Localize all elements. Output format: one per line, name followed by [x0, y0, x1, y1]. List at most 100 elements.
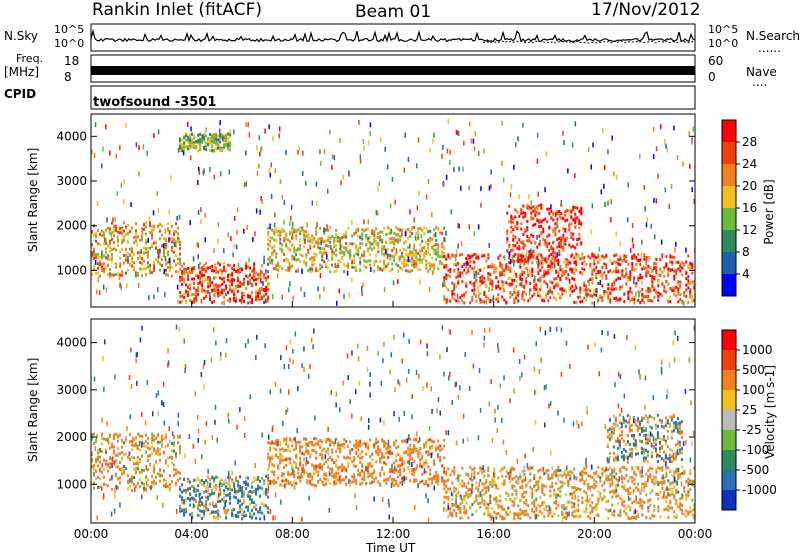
power-cell: [659, 293, 661, 296]
power-cell: [645, 295, 647, 298]
power-cell: [245, 287, 247, 290]
power-cell: [361, 242, 363, 245]
velocity-cell: [273, 473, 275, 476]
power-cell: [541, 275, 543, 278]
power-cell: [369, 259, 371, 262]
power-cell: [431, 264, 433, 267]
velocity-cell: [425, 462, 427, 465]
power-cell: [405, 253, 407, 256]
velocity-cell: [411, 473, 413, 476]
velocity-cell: [443, 467, 445, 470]
velocity-cell: [377, 480, 379, 483]
power-cell: [225, 134, 227, 137]
power-cell: [121, 241, 123, 244]
power-cell: [119, 275, 121, 280]
power-cell: [455, 276, 457, 279]
power-cell: [137, 235, 139, 238]
power-cell: [615, 261, 617, 264]
power-cell: [255, 295, 257, 300]
power-cell: [115, 273, 117, 276]
power-cell: [527, 299, 529, 302]
power-cell: [516, 227, 518, 230]
velocity-cell: [223, 492, 225, 495]
power-cell: [117, 191, 119, 196]
power-cell: [673, 275, 675, 278]
power-cell: [570, 255, 572, 258]
power-cell: [523, 285, 525, 288]
velocity-cell: [157, 453, 159, 456]
power-cell: [556, 238, 558, 241]
power-cell: [173, 259, 175, 262]
power-cell: [549, 296, 551, 299]
power-cell: [489, 243, 491, 248]
power-cell: [167, 228, 169, 231]
power-cell: [209, 281, 211, 284]
power-cell: [503, 273, 505, 276]
power-cell: [358, 120, 360, 125]
velocity-cell: [213, 477, 215, 480]
power-cell: [575, 255, 577, 258]
power-cell: [267, 238, 269, 241]
velocity-cell: [233, 495, 235, 498]
power-cell: [267, 234, 269, 237]
power-cell: [432, 138, 434, 143]
power-cell: [279, 133, 281, 138]
velocity-cell: [147, 468, 149, 471]
velocity-cell: [237, 484, 239, 487]
power-cell: [269, 236, 271, 239]
power-cell: [137, 272, 139, 275]
power-cell: [540, 231, 542, 234]
velocity-cell: [281, 475, 283, 478]
velocity-cell: [267, 511, 269, 514]
power-cell: [510, 221, 512, 224]
velocity-cell: [353, 444, 355, 447]
velocity-cell: [175, 483, 177, 486]
power-cell: [609, 292, 611, 295]
power-cell: [207, 267, 209, 270]
power-cell: [546, 152, 548, 157]
power-cell: [103, 285, 105, 290]
velocity-cell: [523, 470, 525, 473]
velocity-cell: [365, 453, 367, 456]
power-cell: [151, 243, 153, 246]
power-cell: [149, 271, 151, 274]
velocity-cell: [345, 457, 347, 460]
velocity-cell: [209, 503, 211, 506]
velocity-cell: [267, 453, 269, 456]
power-cell: [513, 287, 515, 290]
power-cell: [325, 264, 327, 267]
power-cell: [99, 243, 101, 246]
velocity-cell: [519, 477, 521, 480]
power-cell: [321, 255, 323, 258]
power-cell: [235, 270, 237, 273]
power-cell: [399, 235, 401, 238]
power-cell: [211, 301, 213, 304]
velocity-cell: [139, 448, 141, 451]
power-cell: [111, 253, 113, 256]
power-cell: [198, 210, 200, 215]
velocity-cell: [279, 448, 281, 451]
velocity-cell: [197, 514, 199, 517]
power-ytick-label: 1000: [56, 263, 87, 277]
velocity-cell: [151, 441, 153, 444]
power-cell: [179, 215, 181, 220]
power-cell: [190, 220, 192, 225]
power-cell: [540, 204, 542, 207]
power-cell: [349, 293, 351, 298]
power-cell: [243, 229, 245, 234]
velocity-cell: [107, 463, 109, 466]
power-cell: [522, 240, 524, 243]
power-cell: [560, 236, 562, 239]
velocity-cell: [435, 471, 437, 474]
power-cell: [637, 259, 639, 262]
power-cell: [367, 240, 369, 243]
power-cell: [591, 302, 593, 305]
power-cell: [361, 286, 363, 291]
power-cell: [685, 277, 687, 280]
power-cell: [317, 286, 319, 291]
power-cell: [145, 239, 147, 242]
power-cell: [475, 131, 477, 136]
velocity-cell: [331, 458, 333, 461]
velocity-cell: [311, 464, 313, 467]
velocity-cell: [533, 485, 535, 488]
